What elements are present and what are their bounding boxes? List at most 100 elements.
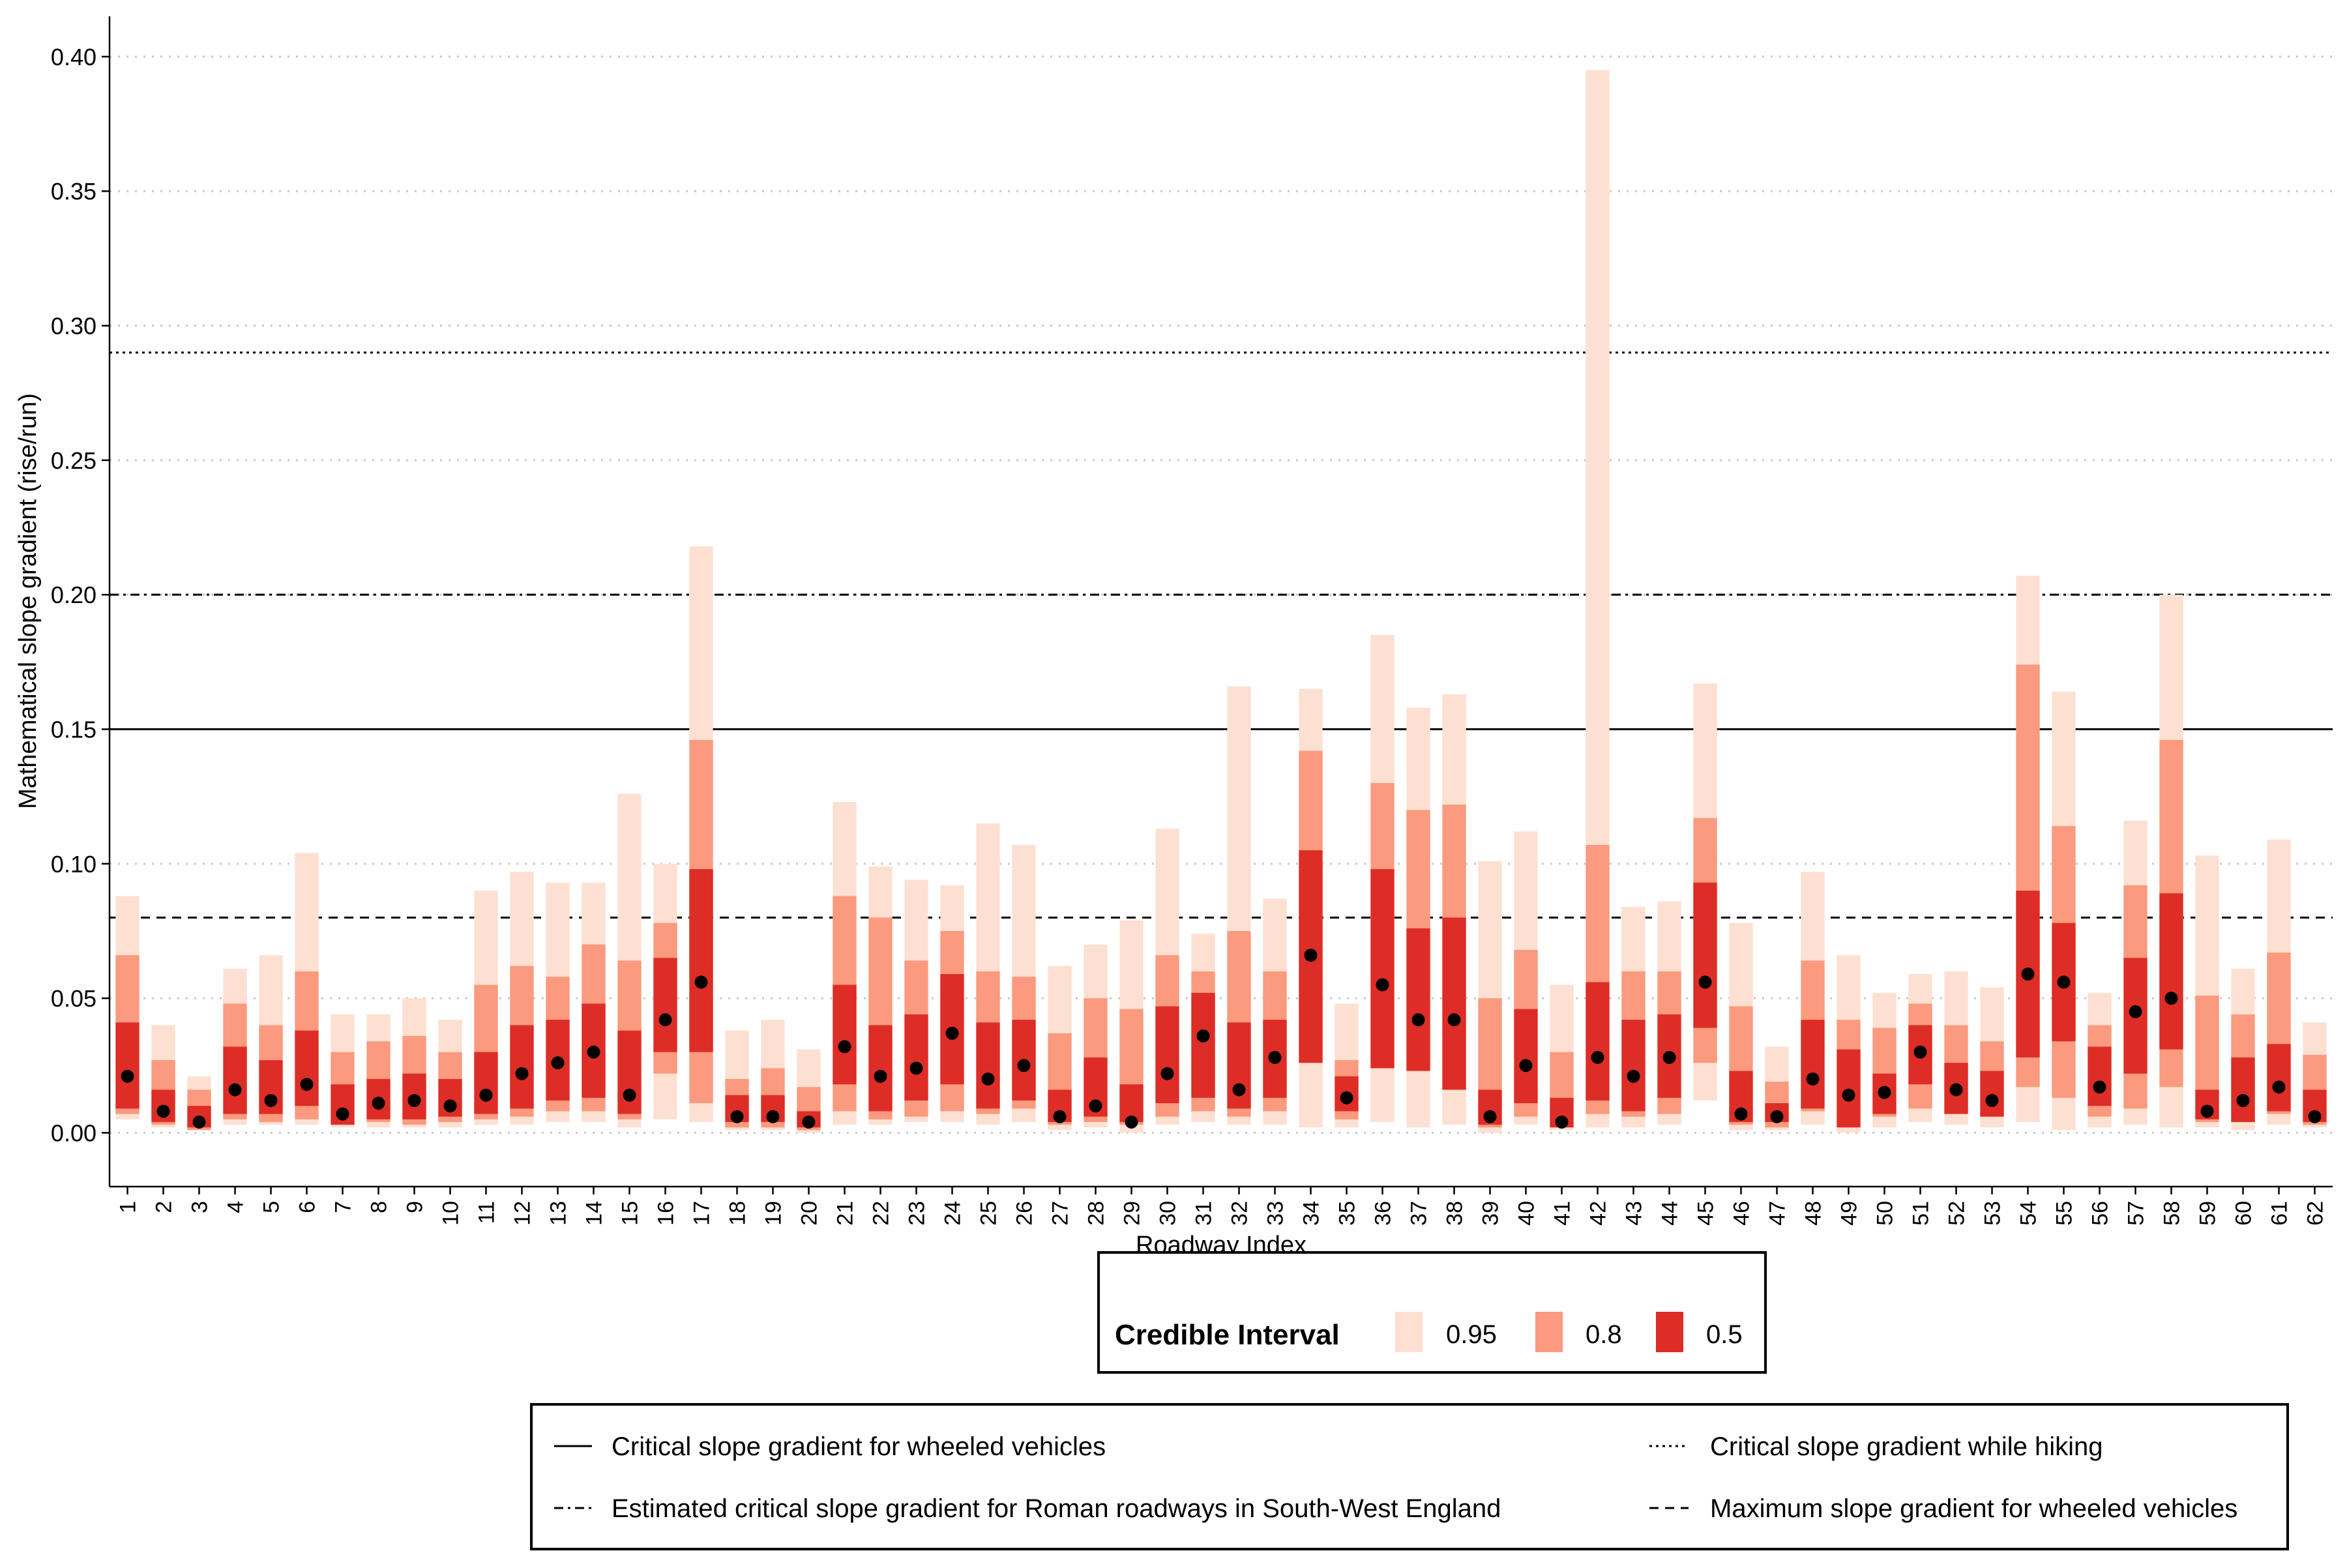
median-point [1376, 978, 1389, 992]
median-point [623, 1088, 636, 1102]
x-tick-label: 13 [546, 1201, 571, 1226]
median-point [1806, 1072, 1820, 1086]
median-point [300, 1078, 314, 1091]
x-tick-label: 33 [1263, 1201, 1288, 1226]
axes [108, 16, 2333, 1188]
reference-legend-box [530, 1403, 2289, 1550]
x-tick-label: 22 [869, 1201, 894, 1226]
median-point [838, 1040, 851, 1054]
median-point [2308, 1110, 2322, 1123]
x-tick-label: 29 [1120, 1201, 1145, 1226]
x-tick-label: 51 [1909, 1201, 1934, 1226]
median-point [192, 1115, 206, 1129]
ci50-bar [2267, 1044, 2291, 1112]
ci50-bar [223, 1046, 247, 1114]
reference-lines [110, 351, 2333, 919]
median-point [874, 1069, 887, 1083]
median-point [2200, 1104, 2214, 1118]
median-point [1232, 1083, 1246, 1097]
x-tick-label: 47 [1765, 1201, 1790, 1226]
x-tick-label: 28 [1084, 1201, 1109, 1226]
legend-label-wheeled-maximum: Maximum slope gradient for wheeled vehic… [1710, 1494, 2237, 1523]
legend-swatch-05 [1656, 1312, 1683, 1352]
median-point [551, 1056, 565, 1070]
y-axis-title: Mathematical slope gradient (rise/run) [14, 393, 42, 809]
x-tick-label: 11 [475, 1201, 499, 1224]
ci50-bar [1980, 1071, 2004, 1117]
ci50-bar [2159, 893, 2183, 1050]
median-point [802, 1115, 816, 1129]
median-point [1627, 1069, 1640, 1083]
x-tick-label: 61 [2267, 1201, 2292, 1226]
median-point [1447, 1013, 1461, 1027]
median-point [2129, 1005, 2142, 1018]
ci50-bar [1514, 1009, 1538, 1104]
x-tick-label: 31 [1192, 1201, 1217, 1226]
median-point [587, 1045, 600, 1059]
x-tick-label: 17 [690, 1201, 715, 1226]
ci50-bar [1586, 982, 1610, 1101]
x-tick-label: 45 [1694, 1201, 1719, 1226]
x-tick-label: 5 [259, 1201, 284, 1213]
x-tick-label: 56 [2088, 1201, 2113, 1226]
median-point [1555, 1115, 1569, 1129]
x-tick-label: 23 [905, 1201, 930, 1226]
median-point [1483, 1110, 1497, 1123]
median-point [479, 1088, 493, 1102]
x-tick-label: 9 [403, 1201, 428, 1213]
median-points [121, 949, 2322, 1129]
ci50-bar [1155, 1006, 1179, 1104]
x-tick-label: 54 [2016, 1201, 2041, 1226]
median-point [909, 1061, 923, 1075]
x-tick-label: 21 [833, 1201, 858, 1226]
ci50-bar [904, 1014, 928, 1101]
median-point [372, 1097, 385, 1110]
median-point [407, 1093, 421, 1107]
median-point [1913, 1045, 1927, 1059]
x-tick-label: 48 [1801, 1201, 1826, 1226]
median-point [2093, 1080, 2106, 1094]
median-point [1842, 1088, 1855, 1102]
ci50-bar [2088, 1046, 2112, 1106]
y-tick-label: 0.15 [51, 717, 96, 743]
ci50-bar [868, 1025, 893, 1112]
x-tick-label: 16 [654, 1201, 679, 1226]
legend-label-05: 0.5 [1706, 1320, 1743, 1349]
ci50-bar [1621, 1020, 1646, 1112]
x-tick-label: 7 [331, 1201, 356, 1213]
credible-interval-legend: Credible Interval 0.95 0.8 0.5 [1097, 1251, 1767, 1374]
ci50-bar [1442, 917, 1466, 1090]
x-tick-label: 24 [941, 1201, 966, 1226]
median-point [336, 1107, 349, 1121]
x-tick-label: 4 [224, 1201, 248, 1213]
median-point [1017, 1059, 1031, 1072]
median-point [515, 1067, 529, 1080]
legend-box [1097, 1251, 1767, 1374]
ci50-bar [510, 1025, 534, 1109]
ci50-bar [1801, 1020, 1825, 1109]
median-point [2164, 992, 2178, 1005]
legend-label-095: 0.95 [1446, 1320, 1497, 1349]
x-tick-label: 52 [1945, 1201, 1970, 1226]
median-point [121, 1069, 134, 1083]
x-tick-label: 27 [1048, 1201, 1073, 1226]
legend-swatch-08 [1535, 1312, 1563, 1352]
median-point [1411, 1013, 1425, 1027]
median-point [1734, 1107, 1748, 1121]
ci50-bar [1370, 869, 1395, 1069]
x-tick-label: 20 [797, 1201, 822, 1226]
x-tick-label: 3 [188, 1201, 213, 1213]
x-tick-label: 25 [977, 1201, 1001, 1226]
median-point [156, 1104, 170, 1118]
x-tick-label: 46 [1730, 1201, 1754, 1226]
x-tick-label: 26 [1012, 1201, 1037, 1226]
y-tick-label: 0.20 [51, 582, 96, 608]
median-point [1985, 1093, 1999, 1107]
legend-label-wheeled-critical: Critical slope gradient for wheeled vehi… [612, 1432, 1106, 1461]
x-tick-label: 53 [1981, 1201, 2005, 1226]
median-point [1340, 1091, 1353, 1104]
median-point [1125, 1115, 1138, 1129]
x-tick-label: 1 [116, 1201, 141, 1213]
x-tick-label: 43 [1622, 1201, 1647, 1226]
x-tick-label: 38 [1443, 1201, 1468, 1226]
